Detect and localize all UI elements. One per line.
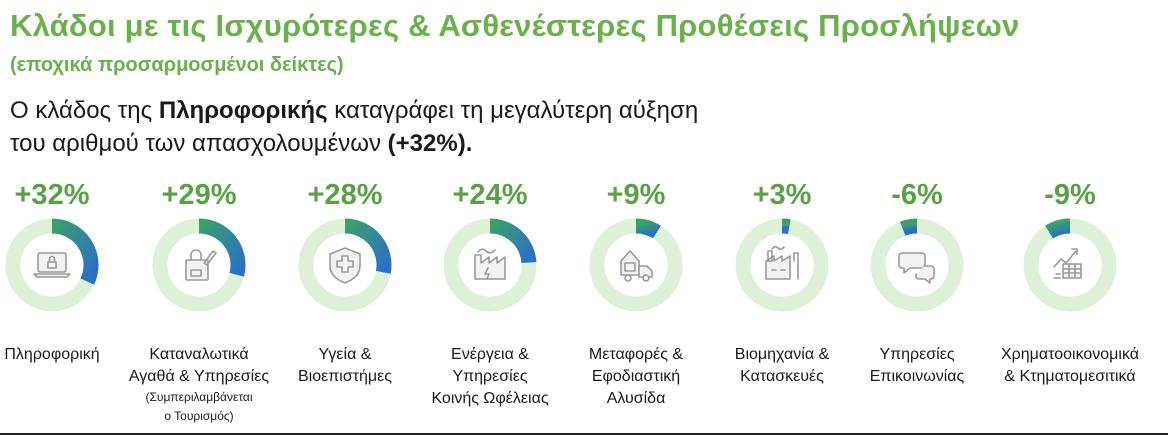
category-label: Χρηματοοικονομικά xyxy=(1001,346,1139,363)
category-label: Υπηρεσίες xyxy=(452,368,527,385)
sector-item: +24% Ενέργεια & Υπηρεσίες Κοινής Ωφέλειας xyxy=(431,179,548,407)
category-label: Μεταφορές & xyxy=(589,346,683,363)
page-subtitle: (εποχικά προσαρμοσμένοι δείκτες) xyxy=(10,54,344,76)
value-label: +28% xyxy=(308,179,383,211)
value-label: -9% xyxy=(1044,179,1096,211)
category-label: & Κτηματομεσιτικά xyxy=(1004,368,1135,385)
category-label: Βιοεπιστήμες xyxy=(298,368,392,385)
category-note: (Συμπεριλαμβάνεται xyxy=(145,390,252,404)
category-label: Κοινής Ωφέλειας xyxy=(431,390,548,407)
value-label: -6% xyxy=(891,179,943,211)
sector-item: -9% Χρηματοοικονομικά & Κτηματομεσιτικά xyxy=(1001,179,1139,385)
value-label: +29% xyxy=(162,179,237,211)
category-label: Κατασκευές xyxy=(740,368,824,385)
laptop-lock-icon xyxy=(33,252,71,278)
value-label: +32% xyxy=(15,179,90,211)
sector-item: +9% Μεταφορές & Εφοδιαστική Αλυσίδα xyxy=(589,179,683,407)
donut-arc xyxy=(489,218,537,264)
category-label: Υπηρεσίες xyxy=(879,346,954,363)
donut-arc xyxy=(635,218,661,239)
industry-factory-icon xyxy=(765,245,799,280)
energy-factory-icon xyxy=(474,248,506,280)
donut-arc xyxy=(51,218,99,285)
value-label: +24% xyxy=(453,179,528,211)
lead-text-part: καταγράφει τη μεγαλύτερη αύξηση xyxy=(327,97,699,124)
page-title: Κλάδοι με τις Ισχυρότερες & Ασθενέστερες… xyxy=(10,8,1020,43)
sector-donut-chart: +32% Πληροφορική +29% Καταναλωτικά Αγαθά & Υ… xyxy=(4,179,1139,423)
donut-arc xyxy=(899,218,918,236)
sector-item: -6% Υπηρεσίες Επικοινωνίας xyxy=(870,179,965,385)
sector-item: +29% Καταναλωτικά Αγαθά & Υπηρεσίες (Συμπερ… xyxy=(129,179,269,423)
sector-item: +28% Υγεία & Βιοεπιστήμες xyxy=(298,179,392,385)
category-label: Αλυσίδα xyxy=(607,390,666,407)
finance-chart-icon xyxy=(1053,248,1082,279)
lead-text-part: του αριθμού των απασχολουμένων xyxy=(10,130,388,157)
donut-arc xyxy=(1045,218,1071,239)
value-label: +3% xyxy=(753,179,812,211)
category-label: Επικοινωνίας xyxy=(870,368,965,385)
donut-arc xyxy=(781,218,791,235)
lead-text-part: Ο κλάδος της xyxy=(10,97,159,124)
medical-shield-icon xyxy=(329,247,361,284)
category-note: ο Τουρισμός) xyxy=(164,409,233,423)
chat-bubbles-icon xyxy=(898,252,935,284)
sector-item: +3% Βιομηχανία & Κατασκευές xyxy=(735,179,830,385)
donut-arc xyxy=(344,218,392,274)
category-label: Πληροφορική xyxy=(4,346,99,363)
value-label: +9% xyxy=(607,179,666,211)
lead-highlight-sector: Πληροφορικής xyxy=(158,97,328,124)
lead-highlight-value: (+32%). xyxy=(387,130,473,157)
category-label: Καταναλωτικά xyxy=(149,346,248,363)
category-label: Εφοδιαστική xyxy=(592,368,680,385)
category-label: Ενέργεια & xyxy=(451,346,529,363)
category-label: Βιομηχανία & xyxy=(735,346,830,363)
category-label: Υγεία & xyxy=(319,346,372,363)
delivery-truck-icon xyxy=(620,250,653,282)
sector-item: +32% Πληροφορική xyxy=(4,179,99,363)
donut-arc xyxy=(198,218,246,277)
category-label: Αγαθά & Υπηρεσίες xyxy=(129,368,269,385)
shopping-bag-icon xyxy=(185,249,217,281)
bottom-divider xyxy=(0,433,1168,435)
lead-text: Ο κλάδος της Πληροφορικής καταγράφει τη … xyxy=(10,94,698,160)
